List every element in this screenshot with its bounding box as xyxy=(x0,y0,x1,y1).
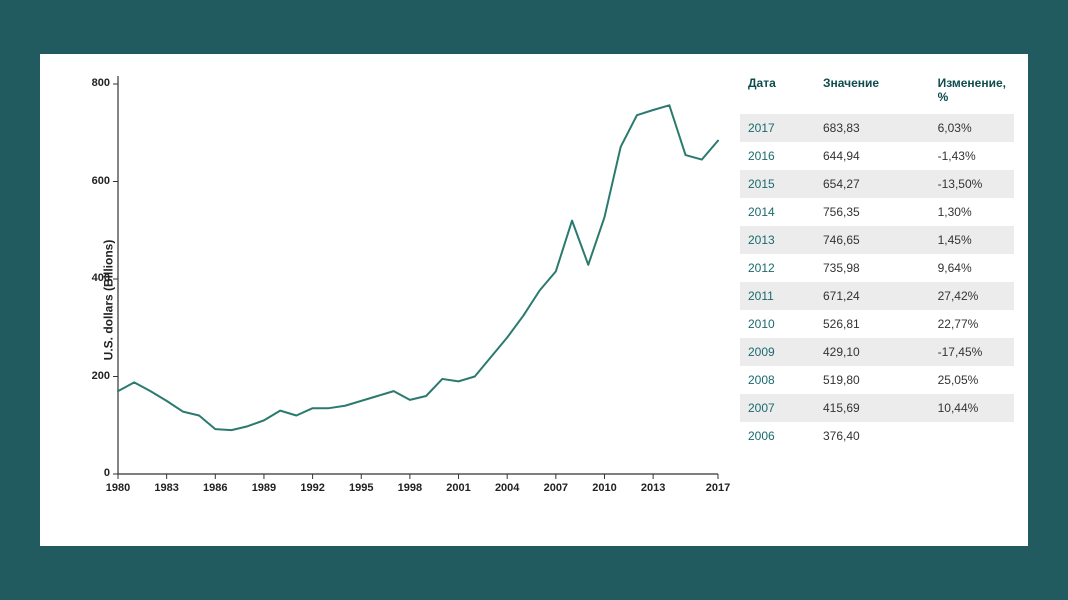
y-tick: 0 xyxy=(80,467,110,479)
cell-value: 526,81 xyxy=(815,310,930,338)
cell-change: 1,30% xyxy=(930,198,1014,226)
y-tick: 600 xyxy=(80,175,110,187)
cell-change: 25,05% xyxy=(930,366,1014,394)
cell-change: 1,45% xyxy=(930,226,1014,254)
x-tick: 1998 xyxy=(392,482,428,494)
cell-value: 756,35 xyxy=(815,198,930,226)
cell-value: 429,10 xyxy=(815,338,930,366)
cell-date: 2010 xyxy=(740,310,815,338)
cell-value: 415,69 xyxy=(815,394,930,422)
cell-value: 671,24 xyxy=(815,282,930,310)
cell-change: -13,50% xyxy=(930,170,1014,198)
data-table-zone: Дата Значение Изменение, % 2017683,836,0… xyxy=(740,70,1014,450)
content-card: U.S. dollars (Billions) 0200400600800 19… xyxy=(40,54,1028,546)
cell-date: 2007 xyxy=(740,394,815,422)
x-tick: 1989 xyxy=(246,482,282,494)
x-tick: 2010 xyxy=(586,482,622,494)
cell-change: 6,03% xyxy=(930,114,1014,142)
table-row: 2009429,10-17,45% xyxy=(740,338,1014,366)
cell-date: 2014 xyxy=(740,198,815,226)
table-row: 2013746,651,45% xyxy=(740,226,1014,254)
table-row: 2017683,836,03% xyxy=(740,114,1014,142)
chart-area: U.S. dollars (Billions) 0200400600800 19… xyxy=(40,54,740,546)
y-tick: 200 xyxy=(80,370,110,382)
cell-change: -17,45% xyxy=(930,338,1014,366)
table-row: 2014756,351,30% xyxy=(740,198,1014,226)
cell-date: 2009 xyxy=(740,338,815,366)
table-row: 2015654,27-13,50% xyxy=(740,170,1014,198)
cell-change xyxy=(930,422,1014,450)
line-chart xyxy=(40,54,740,524)
table-row: 2010526,8122,77% xyxy=(740,310,1014,338)
cell-value: 376,40 xyxy=(815,422,930,450)
cell-date: 2015 xyxy=(740,170,815,198)
x-tick: 1983 xyxy=(149,482,185,494)
cell-change: 22,77% xyxy=(930,310,1014,338)
cell-date: 2012 xyxy=(740,254,815,282)
col-value: Значение xyxy=(815,70,930,114)
cell-change: 10,44% xyxy=(930,394,1014,422)
cell-date: 2006 xyxy=(740,422,815,450)
table-row: 2012735,989,64% xyxy=(740,254,1014,282)
x-tick: 2004 xyxy=(489,482,525,494)
table-header-row: Дата Значение Изменение, % xyxy=(740,70,1014,114)
cell-date: 2016 xyxy=(740,142,815,170)
cell-change: -1,43% xyxy=(930,142,1014,170)
cell-date: 2008 xyxy=(740,366,815,394)
x-tick: 1995 xyxy=(343,482,379,494)
col-change: Изменение, % xyxy=(930,70,1014,114)
cell-value: 519,80 xyxy=(815,366,930,394)
col-date: Дата xyxy=(740,70,815,114)
cell-value: 644,94 xyxy=(815,142,930,170)
y-tick: 800 xyxy=(80,77,110,89)
x-tick: 2007 xyxy=(538,482,574,494)
cell-value: 735,98 xyxy=(815,254,930,282)
x-tick: 2017 xyxy=(700,482,736,494)
x-tick: 1992 xyxy=(295,482,331,494)
table-row: 2006376,40 xyxy=(740,422,1014,450)
cell-value: 654,27 xyxy=(815,170,930,198)
cell-change: 9,64% xyxy=(930,254,1014,282)
cell-date: 2011 xyxy=(740,282,815,310)
cell-change: 27,42% xyxy=(930,282,1014,310)
x-tick: 1980 xyxy=(100,482,136,494)
cell-date: 2017 xyxy=(740,114,815,142)
table-row: 2007415,6910,44% xyxy=(740,394,1014,422)
cell-date: 2013 xyxy=(740,226,815,254)
cell-value: 683,83 xyxy=(815,114,930,142)
y-tick: 400 xyxy=(80,272,110,284)
table-row: 2008519,8025,05% xyxy=(740,366,1014,394)
table-row: 2011671,2427,42% xyxy=(740,282,1014,310)
x-tick: 2001 xyxy=(441,482,477,494)
cell-value: 746,65 xyxy=(815,226,930,254)
data-table: Дата Значение Изменение, % 2017683,836,0… xyxy=(740,70,1014,450)
x-tick: 2013 xyxy=(635,482,671,494)
table-row: 2016644,94-1,43% xyxy=(740,142,1014,170)
x-tick: 1986 xyxy=(197,482,233,494)
